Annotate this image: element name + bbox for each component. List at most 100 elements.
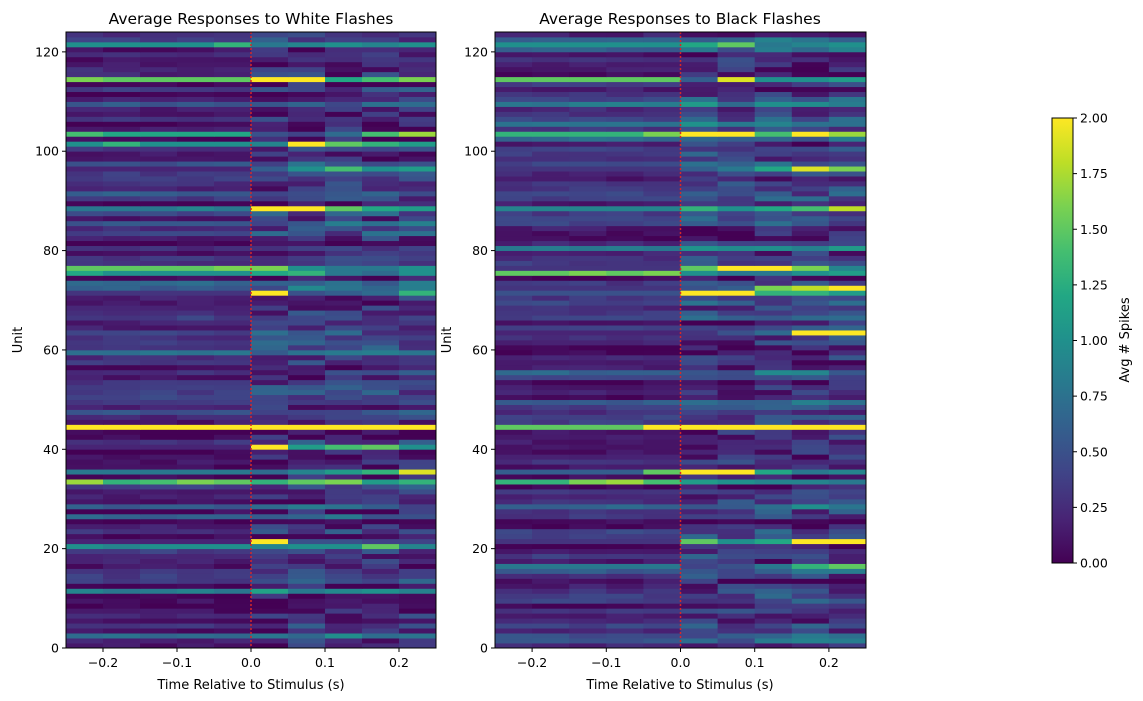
heatmap-cell: [791, 66, 830, 73]
heatmap-cell: [288, 305, 326, 311]
white-flash-panel: Average Responses to White Flashes −0.2−…: [11, 10, 437, 693]
heatmap-cell: [177, 61, 215, 68]
heatmap-cell: [362, 91, 400, 97]
heatmap-cell: [399, 285, 437, 291]
heatmap-cell: [791, 46, 830, 53]
heatmap-cell: [325, 484, 363, 490]
heatmap-cell: [325, 335, 363, 341]
heatmap-cell: [288, 335, 326, 341]
heatmap-cell: [569, 498, 607, 505]
heatmap-cell: [177, 538, 215, 545]
heatmap-cell: [214, 424, 252, 430]
heatmap-cell: [643, 166, 681, 172]
heatmap-cell: [362, 71, 400, 78]
heatmap-cell: [754, 335, 793, 341]
heatmap-cell: [362, 46, 400, 53]
heatmap-cell: [362, 439, 400, 445]
heatmap-cell: [717, 503, 756, 510]
heatmap-cell: [569, 305, 607, 311]
heatmap-cell: [791, 235, 830, 242]
heatmap-cell: [177, 210, 215, 217]
heatmap-cell: [754, 498, 793, 505]
heatmap-cell: [103, 111, 141, 117]
heatmap-cell: [288, 275, 326, 281]
heatmap-cell: [680, 484, 718, 490]
heatmap-cell: [606, 608, 644, 614]
heatmap-cell: [251, 215, 289, 222]
heatmap-cell: [791, 195, 830, 202]
heatmap-cell: [532, 439, 570, 445]
heatmap-cell: [791, 186, 830, 192]
heatmap-cell: [325, 588, 363, 594]
heatmap-cell: [325, 116, 363, 122]
heatmap-cell: [680, 553, 718, 559]
heatmap-cell: [214, 190, 252, 197]
heatmap-cell: [399, 628, 437, 634]
x-ticks-white: −0.2 −0.1 0.0 0.1 0.2: [88, 648, 409, 670]
heatmap-cell: [288, 116, 326, 122]
heatmap-cell: [362, 479, 400, 485]
heatmap-cell: [66, 479, 104, 485]
heatmap-cell: [606, 359, 644, 366]
heatmap-cell: [495, 444, 533, 450]
heatmap-cell: [177, 523, 215, 530]
heatmap-cell: [643, 186, 681, 192]
heatmap-cell: [288, 66, 326, 73]
heatmap-cell: [251, 578, 289, 584]
heatmap-cell: [288, 61, 326, 68]
heatmap-cell: [680, 320, 718, 326]
heatmap-cell: [495, 41, 533, 48]
heatmap-cell: [325, 230, 363, 237]
heatmap-cell: [288, 131, 326, 137]
heatmap-cell: [828, 553, 867, 559]
heatmap-cell: [214, 449, 252, 455]
heatmap-cell: [643, 240, 681, 247]
heatmap-cell: [177, 414, 215, 420]
heatmap-cell: [140, 290, 178, 296]
heatmap-cell: [66, 190, 104, 197]
heatmap-cell: [828, 290, 867, 296]
heatmap-cell: [66, 136, 104, 142]
heatmap-cell: [495, 195, 533, 202]
heatmap-cell: [288, 290, 326, 296]
heatmap-cell: [399, 86, 437, 93]
heatmap-cell: [325, 330, 363, 336]
heatmap-cell: [828, 558, 867, 564]
heatmap-cell: [791, 131, 830, 137]
heatmap-cell: [66, 464, 104, 470]
heatmap-cell: [325, 156, 363, 162]
heatmap-cell: [569, 454, 607, 460]
heatmap-cell: [325, 449, 363, 455]
heatmap-cell: [251, 146, 289, 152]
heatmap-cell: [140, 230, 178, 237]
heatmap-cell: [177, 598, 215, 604]
heatmap-cell: [177, 91, 215, 97]
heatmap-cell: [532, 563, 570, 569]
heatmap-cell: [140, 369, 178, 376]
heatmap-cell: [495, 598, 533, 604]
heatmap-cell: [532, 146, 570, 152]
heatmap-cell: [325, 573, 363, 579]
heatmap-cell: [643, 593, 681, 599]
heatmap-cell: [791, 176, 830, 182]
heatmap-cell: [828, 608, 867, 614]
heatmap-cell: [495, 330, 533, 336]
heatmap-cell: [643, 523, 681, 530]
heatmap-cell: [828, 429, 867, 435]
heatmap-cell: [399, 479, 437, 485]
heatmap-cell: [532, 32, 570, 38]
heatmap-cell: [495, 454, 533, 460]
heatmap-cell: [288, 359, 326, 366]
heatmap-cell: [606, 354, 644, 361]
heatmap-cell: [362, 290, 400, 296]
heatmap-cell: [103, 384, 141, 391]
heatmap-cell: [251, 543, 289, 550]
heatmap-cell: [214, 538, 252, 545]
heatmap-cell: [495, 86, 533, 93]
heatmap-cell: [606, 374, 644, 381]
heatmap-cell: [362, 106, 400, 112]
heatmap-cell: [532, 310, 570, 316]
heatmap-cell: [828, 449, 867, 455]
heatmap-cell: [606, 230, 644, 237]
heatmap-cell: [140, 295, 178, 301]
